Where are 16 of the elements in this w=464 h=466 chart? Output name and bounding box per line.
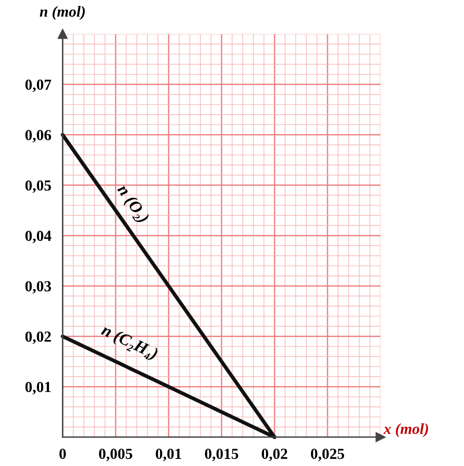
text: n (O₂) — [114, 183, 150, 226]
y-tick-label: 0,01 — [25, 382, 51, 394]
y-tick-label: 0,02 — [25, 331, 51, 344]
x-tick-label: 0,02 — [262, 448, 288, 462]
y-tick-label: 0,05 — [25, 180, 51, 193]
y-tick-label: 0,06 — [25, 130, 52, 142]
y-axis-title: n (mol) — [40, 6, 85, 20]
x-tick-label: 0,025 — [310, 448, 344, 462]
y-tick-label: 0,07 — [25, 80, 52, 92]
x-tick-label: 0,005 — [99, 448, 132, 462]
x-tick-label: 0 — [59, 448, 66, 459]
y-tick-label: 0,04 — [25, 230, 52, 244]
y-tick-label: 0,03 — [25, 281, 52, 294]
x-tick-label: 0,01 — [156, 448, 182, 462]
x-tick-label: 0,015 — [204, 448, 238, 462]
x-axis-title: x (mol) — [383, 423, 428, 438]
